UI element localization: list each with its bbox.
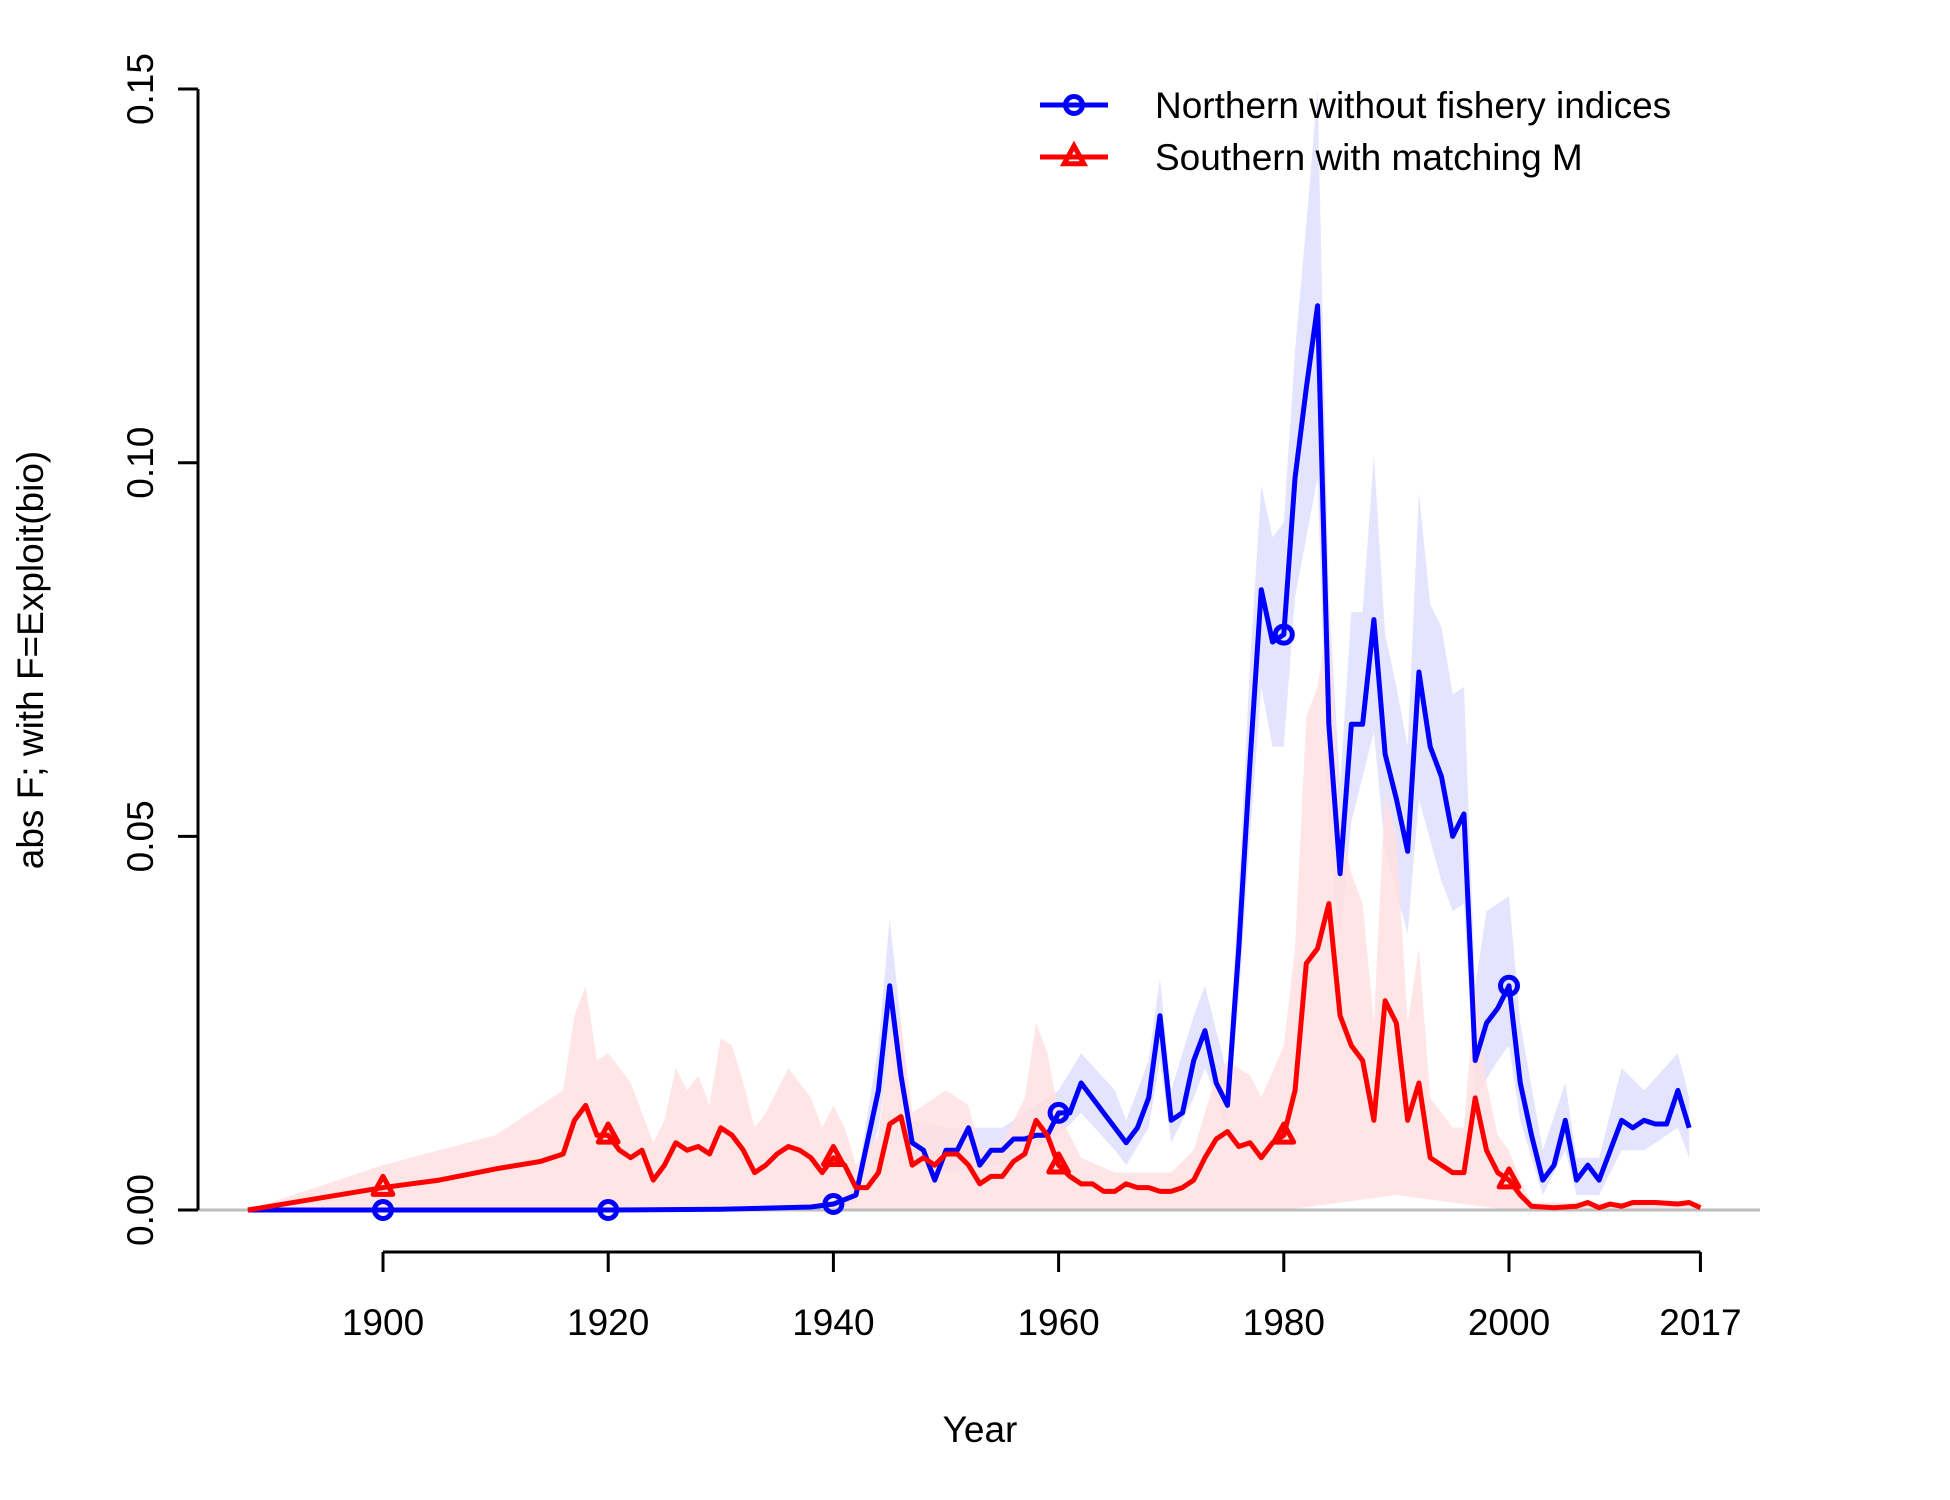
marker-southern-1980 (1271, 1121, 1297, 1145)
marker-northern-1940 (822, 1193, 845, 1216)
marker-northern-1900 (372, 1199, 394, 1221)
y-tick-label: 0.05 (120, 800, 161, 872)
x-axis-ticks: 1900 1920 1940 1960 1980 2000 2017 (342, 1252, 1742, 1343)
marker-northern-2000 (1498, 974, 1520, 997)
x-tick-label: 1980 (1243, 1302, 1325, 1343)
legend-marker-triangle (1059, 140, 1089, 167)
marker-southern-1900 (370, 1173, 396, 1197)
x-tick-label: 2000 (1468, 1302, 1550, 1343)
marker-southern-1920 (595, 1121, 621, 1145)
x-tick-label: 1940 (792, 1302, 874, 1343)
axes: 0.00 0.05 0.10 0.15 1900 1920 1940 1960 1980 200… (120, 53, 1742, 1343)
x-tick-label: 2017 (1659, 1302, 1741, 1343)
marker-southern-1940 (821, 1143, 846, 1167)
legend-marker-circle (1063, 94, 1085, 116)
series-lines (247, 303, 1702, 1213)
legend-label: Northern without fishery indices (1155, 85, 1671, 126)
marker-northern-1920 (597, 1199, 620, 1221)
series-line-southern (247, 901, 1702, 1213)
band-northern (833, 89, 1690, 1210)
legend-label: Southern with matching M (1155, 137, 1583, 178)
y-axis-label: abs F; with F=Exploit(bio) (10, 451, 51, 869)
marker-northern-1960 (1047, 1101, 1070, 1124)
x-axis-label: Year (943, 1409, 1018, 1450)
confidence-bands (247, 89, 1701, 1210)
y-tick-label: 0.00 (120, 1174, 161, 1246)
band-southern (247, 612, 1701, 1210)
y-tick-label: 0.10 (120, 427, 161, 499)
y-tick-label: 0.15 (120, 53, 161, 125)
x-tick-label: 1920 (567, 1302, 649, 1343)
marker-southern-1960 (1046, 1151, 1071, 1175)
series-line-northern (247, 303, 1692, 1213)
x-tick-label: 1960 (1017, 1302, 1099, 1343)
x-tick-label: 1900 (342, 1302, 424, 1343)
marker-southern-2000 (1496, 1166, 1522, 1190)
series-markers (370, 623, 1522, 1221)
y-axis-ticks: 0.00 0.05 0.10 0.15 (120, 53, 198, 1246)
marker-northern-1980 (1272, 623, 1295, 646)
legend: Northern without fishery indices Southern… (1040, 85, 1671, 178)
